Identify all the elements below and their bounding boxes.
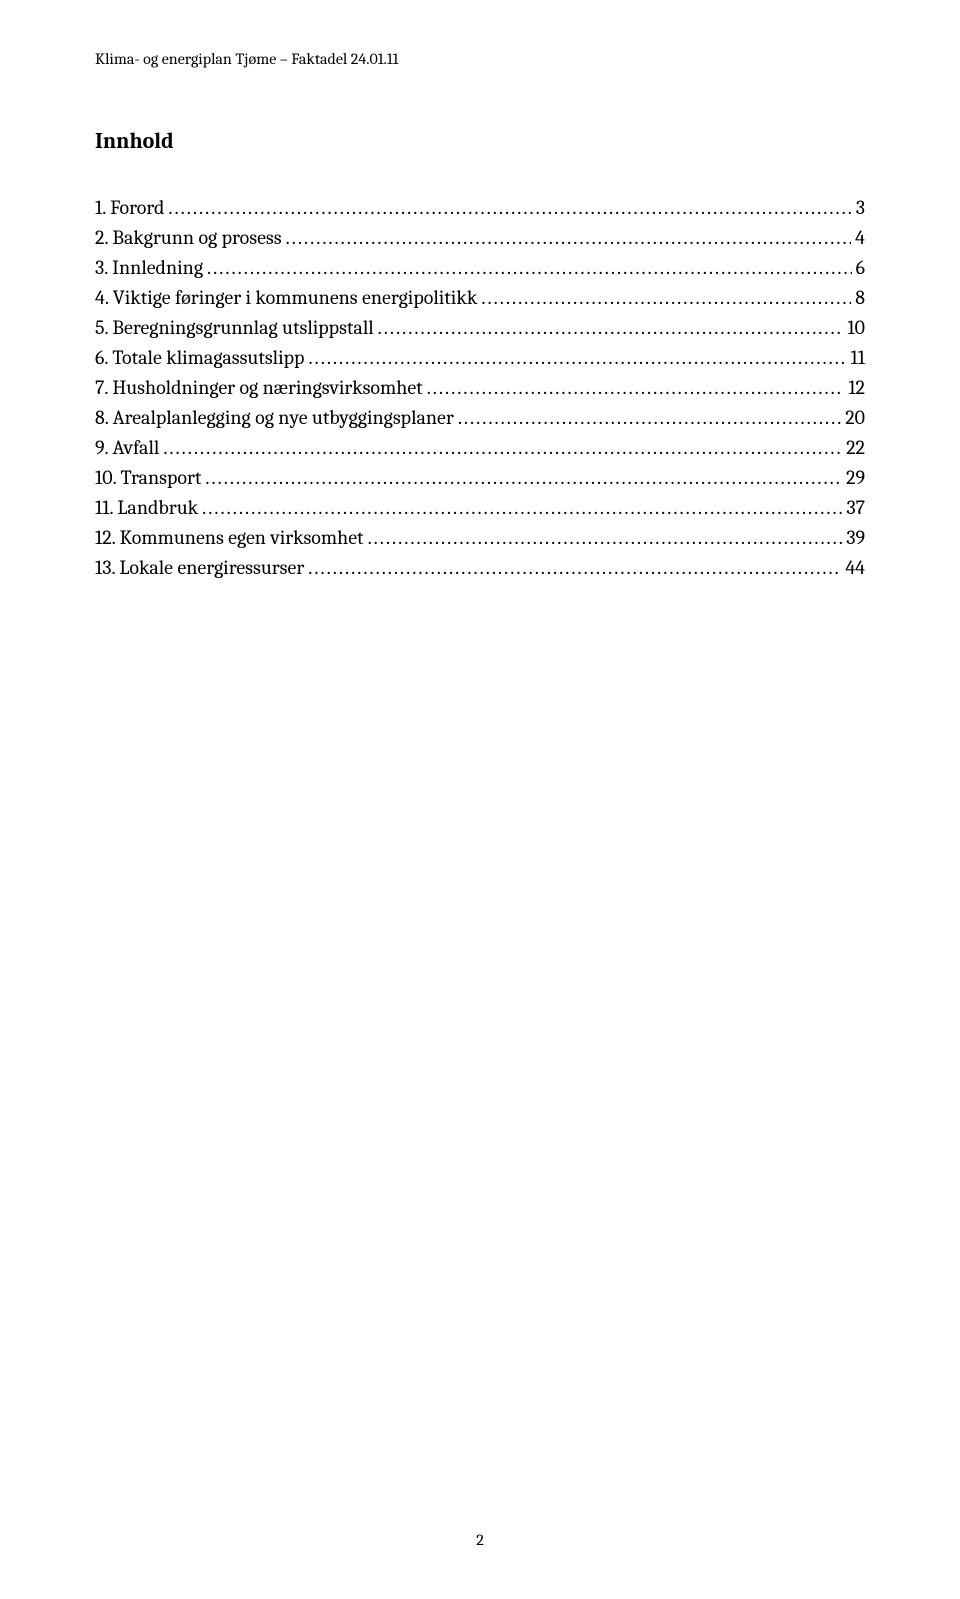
toc-dots xyxy=(286,226,852,249)
toc-page: 3 xyxy=(856,196,865,219)
toc-entry: 11. Landbruk 37 xyxy=(95,496,865,519)
toc-entry: 2. Bakgrunn og prosess 4 xyxy=(95,226,865,249)
toc-dots xyxy=(168,196,851,219)
toc-page: 29 xyxy=(846,466,865,489)
toc-label: 3. Innledning xyxy=(95,256,203,279)
toc-entry: 12. Kommunens egen virksomhet 39 xyxy=(95,526,865,549)
page-header: Klima- og energiplan Tjøme – Faktadel 24… xyxy=(95,50,865,68)
toc-entry: 4. Viktige føringer i kommunens energipo… xyxy=(95,286,865,309)
toc-label: 10. Transport xyxy=(95,466,201,489)
toc-entry: 6. Totale klimagassutslipp 11 xyxy=(95,346,865,369)
toc-label: 7. Husholdninger og næringsvirksomhet xyxy=(95,376,423,399)
toc-page: 8 xyxy=(855,286,865,309)
toc-dots xyxy=(458,406,841,429)
toc-label: 5. Beregningsgrunnlag utslippstall xyxy=(95,316,374,339)
toc-label: 12. Kommunens egen virksomhet xyxy=(95,526,364,549)
toc-label: 11. Landbruk xyxy=(95,496,198,519)
page-number: 2 xyxy=(476,1531,484,1549)
document-page: Klima- og energiplan Tjøme – Faktadel 24… xyxy=(0,0,960,1599)
toc-label: 1. Forord xyxy=(95,196,164,219)
toc-page: 11 xyxy=(851,346,865,369)
toc-dots xyxy=(308,346,846,369)
toc-page: 6 xyxy=(856,256,865,279)
toc-title: Innhold xyxy=(95,128,865,154)
toc-dots xyxy=(481,286,851,309)
toc-label: 8. Arealplanlegging og nye utbyggingspla… xyxy=(95,406,454,429)
toc-dots xyxy=(308,556,841,579)
toc-dots xyxy=(378,316,844,339)
toc-label: 13. Lokale energiressurser xyxy=(95,556,304,579)
toc-entry: 9. Avfall 22 xyxy=(95,436,865,459)
toc-entry: 10. Transport 29 xyxy=(95,466,865,489)
toc-page: 22 xyxy=(846,436,865,459)
toc-label: 2. Bakgrunn og prosess xyxy=(95,226,282,249)
toc-label: 6. Totale klimagassutslipp xyxy=(95,346,304,369)
toc-page: 37 xyxy=(846,496,865,519)
toc-dots xyxy=(207,256,852,279)
toc-page: 4 xyxy=(855,226,865,249)
toc-entry: 13. Lokale energiressurser 44 xyxy=(95,556,865,579)
toc-dots xyxy=(202,496,842,519)
toc-page: 44 xyxy=(845,556,865,579)
toc-entry: 1. Forord 3 xyxy=(95,196,865,219)
toc-page: 20 xyxy=(845,406,865,429)
toc-dots xyxy=(427,376,845,399)
toc-page: 10 xyxy=(847,316,865,339)
toc-entry: 5. Beregningsgrunnlag utslippstall 10 xyxy=(95,316,865,339)
toc-label: 9. Avfall xyxy=(95,436,159,459)
toc-page: 12 xyxy=(848,376,865,399)
toc-dots xyxy=(368,526,843,549)
toc-dots xyxy=(205,466,842,489)
toc-dots xyxy=(163,436,842,459)
toc-entry: 7. Husholdninger og næringsvirksomhet 12 xyxy=(95,376,865,399)
toc-entry: 8. Arealplanlegging og nye utbyggingspla… xyxy=(95,406,865,429)
toc-label: 4. Viktige føringer i kommunens energipo… xyxy=(95,286,477,309)
toc-entry: 3. Innledning 6 xyxy=(95,256,865,279)
toc-page: 39 xyxy=(846,526,865,549)
